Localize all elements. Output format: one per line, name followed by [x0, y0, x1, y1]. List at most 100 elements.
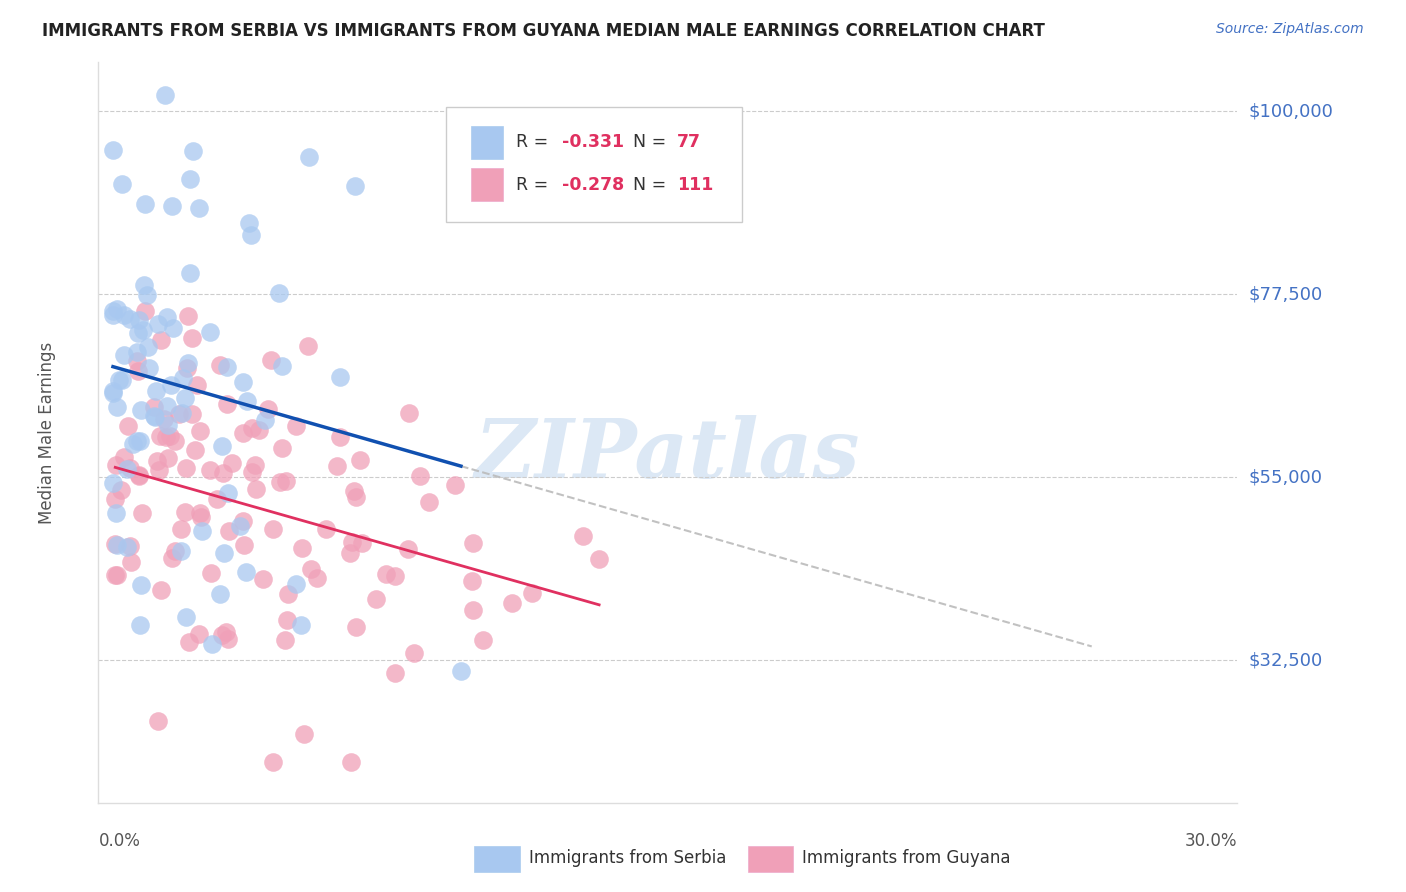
- Point: [326, 459, 349, 474]
- Point: [132, 323, 155, 337]
- Point: [160, 551, 183, 566]
- Point: [104, 506, 127, 520]
- Point: [121, 436, 143, 450]
- Point: [190, 510, 212, 524]
- Point: [297, 339, 319, 353]
- Point: [127, 353, 149, 368]
- Point: [101, 143, 124, 157]
- Point: [188, 201, 211, 215]
- Point: [198, 325, 221, 339]
- Bar: [748, 846, 793, 871]
- Point: [343, 484, 366, 499]
- Point: [267, 285, 290, 300]
- Point: [112, 348, 135, 362]
- Point: [174, 461, 197, 475]
- Text: N =: N =: [623, 176, 672, 194]
- Point: [350, 536, 373, 550]
- Point: [274, 632, 297, 647]
- Point: [127, 364, 149, 378]
- Point: [117, 419, 139, 434]
- Point: [471, 633, 494, 648]
- Point: [270, 442, 292, 456]
- Point: [284, 577, 307, 591]
- Point: [461, 535, 484, 549]
- Point: [260, 353, 283, 368]
- Point: [105, 302, 128, 317]
- Point: [252, 572, 274, 586]
- Point: [156, 450, 179, 465]
- Point: [101, 385, 124, 400]
- Point: [262, 522, 284, 536]
- Point: [232, 425, 254, 440]
- Point: [104, 491, 127, 506]
- Point: [344, 490, 367, 504]
- Text: ZIPatlas: ZIPatlas: [475, 415, 860, 495]
- Point: [298, 149, 321, 163]
- Point: [104, 567, 127, 582]
- Point: [211, 438, 233, 452]
- Point: [176, 309, 198, 323]
- Point: [239, 228, 262, 243]
- Text: N =: N =: [623, 134, 672, 152]
- Text: IMMIGRANTS FROM SERBIA VS IMMIGRANTS FROM GUYANA MEDIAN MALE EARNINGS CORRELATIO: IMMIGRANTS FROM SERBIA VS IMMIGRANTS FRO…: [42, 22, 1045, 40]
- Point: [450, 665, 472, 679]
- Point: [276, 613, 298, 627]
- Point: [148, 714, 170, 728]
- Point: [212, 467, 235, 481]
- Point: [240, 421, 263, 435]
- Point: [240, 465, 263, 479]
- FancyBboxPatch shape: [446, 107, 742, 221]
- Point: [179, 171, 201, 186]
- Point: [209, 358, 232, 372]
- Point: [115, 540, 138, 554]
- Point: [104, 458, 127, 472]
- Point: [170, 521, 193, 535]
- Point: [129, 402, 152, 417]
- Point: [208, 587, 231, 601]
- Point: [132, 278, 155, 293]
- Point: [146, 454, 169, 468]
- Point: [253, 413, 276, 427]
- Point: [217, 486, 239, 500]
- Point: [138, 360, 160, 375]
- Point: [172, 406, 194, 420]
- Point: [232, 514, 254, 528]
- Point: [172, 371, 194, 385]
- Point: [108, 373, 131, 387]
- Text: Immigrants from Serbia: Immigrants from Serbia: [529, 849, 727, 867]
- Point: [269, 475, 291, 489]
- Text: 0.0%: 0.0%: [98, 832, 141, 850]
- Point: [101, 476, 124, 491]
- Point: [238, 216, 260, 230]
- Point: [167, 407, 190, 421]
- Point: [343, 178, 366, 193]
- Point: [162, 321, 184, 335]
- Point: [155, 430, 177, 444]
- Point: [101, 308, 124, 322]
- Point: [165, 543, 187, 558]
- Point: [135, 287, 157, 301]
- Point: [177, 356, 200, 370]
- Text: 111: 111: [676, 176, 713, 194]
- Point: [284, 419, 307, 434]
- Point: [118, 540, 141, 554]
- Point: [217, 360, 239, 375]
- Point: [329, 430, 352, 444]
- Text: Immigrants from Guyana: Immigrants from Guyana: [803, 849, 1011, 867]
- Text: $55,000: $55,000: [1249, 468, 1323, 486]
- Point: [342, 534, 364, 549]
- Point: [211, 628, 233, 642]
- Point: [344, 619, 367, 633]
- Point: [127, 345, 149, 359]
- Point: [274, 474, 297, 488]
- Point: [201, 637, 224, 651]
- Point: [129, 434, 152, 449]
- Text: $100,000: $100,000: [1249, 103, 1333, 120]
- Point: [339, 546, 361, 560]
- Point: [305, 571, 328, 585]
- Point: [148, 462, 170, 476]
- Point: [159, 378, 181, 392]
- Point: [101, 384, 124, 398]
- Point: [149, 582, 172, 597]
- Point: [118, 460, 141, 475]
